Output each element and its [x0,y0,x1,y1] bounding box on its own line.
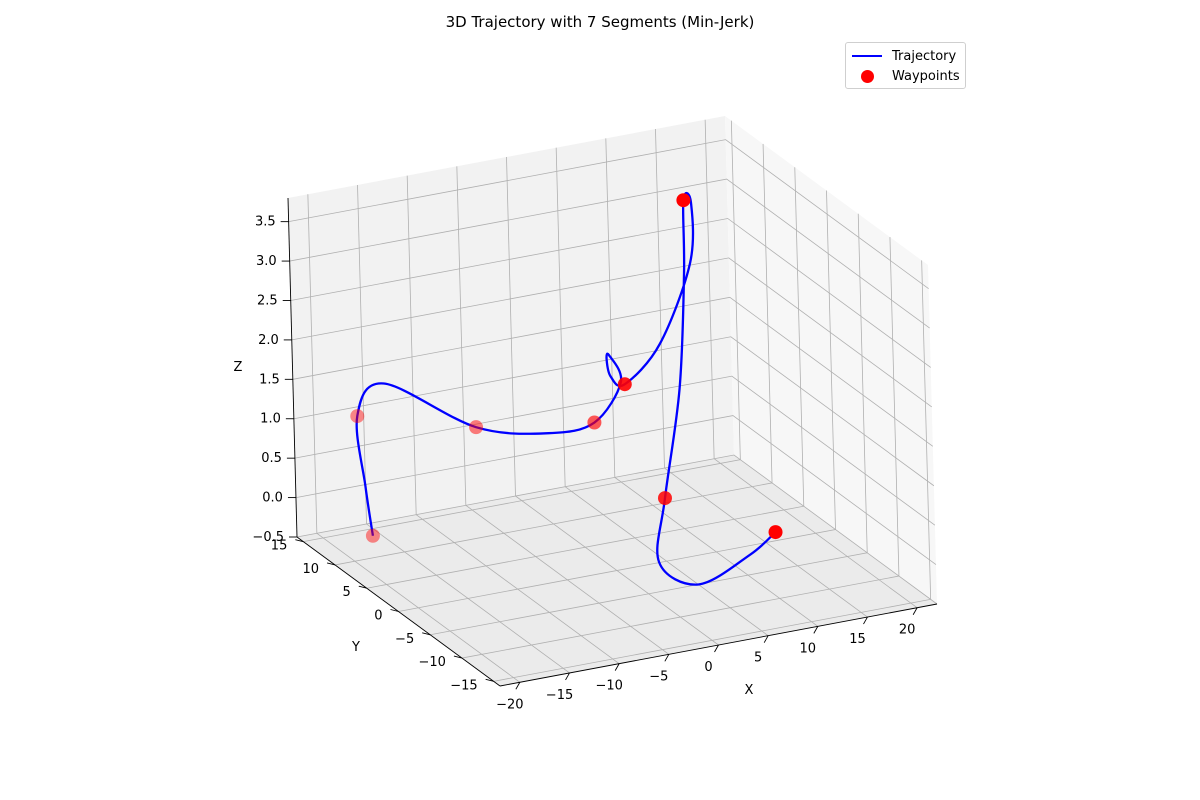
legend-line-icon [852,55,882,57]
chart-title: 3D Trajectory with 7 Segments (Min-Jerk) [445,13,755,31]
x-tick [912,607,918,615]
plot-data [350,192,783,586]
x-tick-label: −20 [496,697,523,712]
x-tick [515,682,521,690]
legend-label-trajectory: Trajectory [892,48,957,64]
waypoint-marker [657,491,672,506]
y-tick [453,655,463,659]
x-tick-label: 10 [800,641,817,656]
z-tick-label: 2.5 [257,293,278,308]
waypoint-marker [350,409,365,424]
grid-line-z [295,415,937,565]
tick-labels: −20−15−10−505101520−15−10−5051015−0.50.0… [252,215,915,713]
y-tick [358,585,367,589]
waypoint-marker [617,377,632,392]
waypoint-marker [365,528,380,543]
waypoint-marker [469,420,484,435]
x-tick [664,654,670,662]
y-tick-label: −10 [419,655,446,670]
legend: Trajectory Waypoints [845,42,966,89]
z-tick-label: 3.0 [256,254,277,269]
y-tick-label: −15 [450,678,477,693]
x-tick-label: 20 [899,623,916,638]
waypoint-marker [587,415,602,430]
y-tick [326,562,336,566]
x-tick-label: 0 [704,660,712,675]
axis-labels: X Y Z [234,360,754,698]
grid-line-z [288,139,929,289]
z-tick-label: 0.0 [262,491,283,506]
grid-line-z [289,178,930,329]
waypoint-marker [676,193,691,208]
z-tick-label: 3.5 [255,215,276,230]
legend-item-waypoints: Waypoints [852,67,960,85]
y-tick-label: 15 [271,539,288,554]
x-tick [714,644,719,653]
z-tick-label: 1.5 [259,372,280,387]
legend-item-trajectory: Trajectory [852,47,956,65]
x-tick-label: −5 [649,669,668,684]
z-axis-label: Z [234,360,243,375]
y-tick-label: 0 [374,609,382,624]
grid-line-z [290,218,931,368]
y-tick-label: 5 [343,585,351,600]
x-tick-label: 5 [754,651,762,666]
z-tick-label: 0.5 [261,451,282,466]
y-tick [295,539,304,543]
x-tick-label: −10 [595,679,622,694]
x-tick-label: 15 [849,632,866,647]
y-tick-label: 10 [303,562,320,577]
x-axis-label: X [745,683,754,698]
grid-line-z [292,296,934,447]
grid-line-z [296,454,938,605]
z-tick-label: 2.0 [258,333,279,348]
y-tick-label: −5 [395,632,414,647]
x-tick [863,616,868,625]
z-axis-line [287,197,298,538]
waypoint-marker [768,525,783,540]
grid-lines [288,119,938,683]
x-tick [763,635,769,643]
legend-label-waypoints: Waypoints [892,68,960,84]
legend-marker-icon [860,69,874,83]
y-axis-label: Y [351,640,360,655]
tick-marks [280,221,918,690]
x-tick-label: −15 [546,688,573,703]
z-tick-label: 1.0 [260,412,281,427]
z-tick-label: −0.5 [252,530,284,545]
y-tick [422,632,431,636]
y-tick [485,678,494,682]
grid-line-z [294,375,936,526]
x-tick [614,663,620,671]
grid-line-z [291,257,933,408]
y-tick [390,609,399,612]
x-tick [565,672,570,681]
grid-line-z [293,336,935,487]
x-tick [813,626,819,634]
